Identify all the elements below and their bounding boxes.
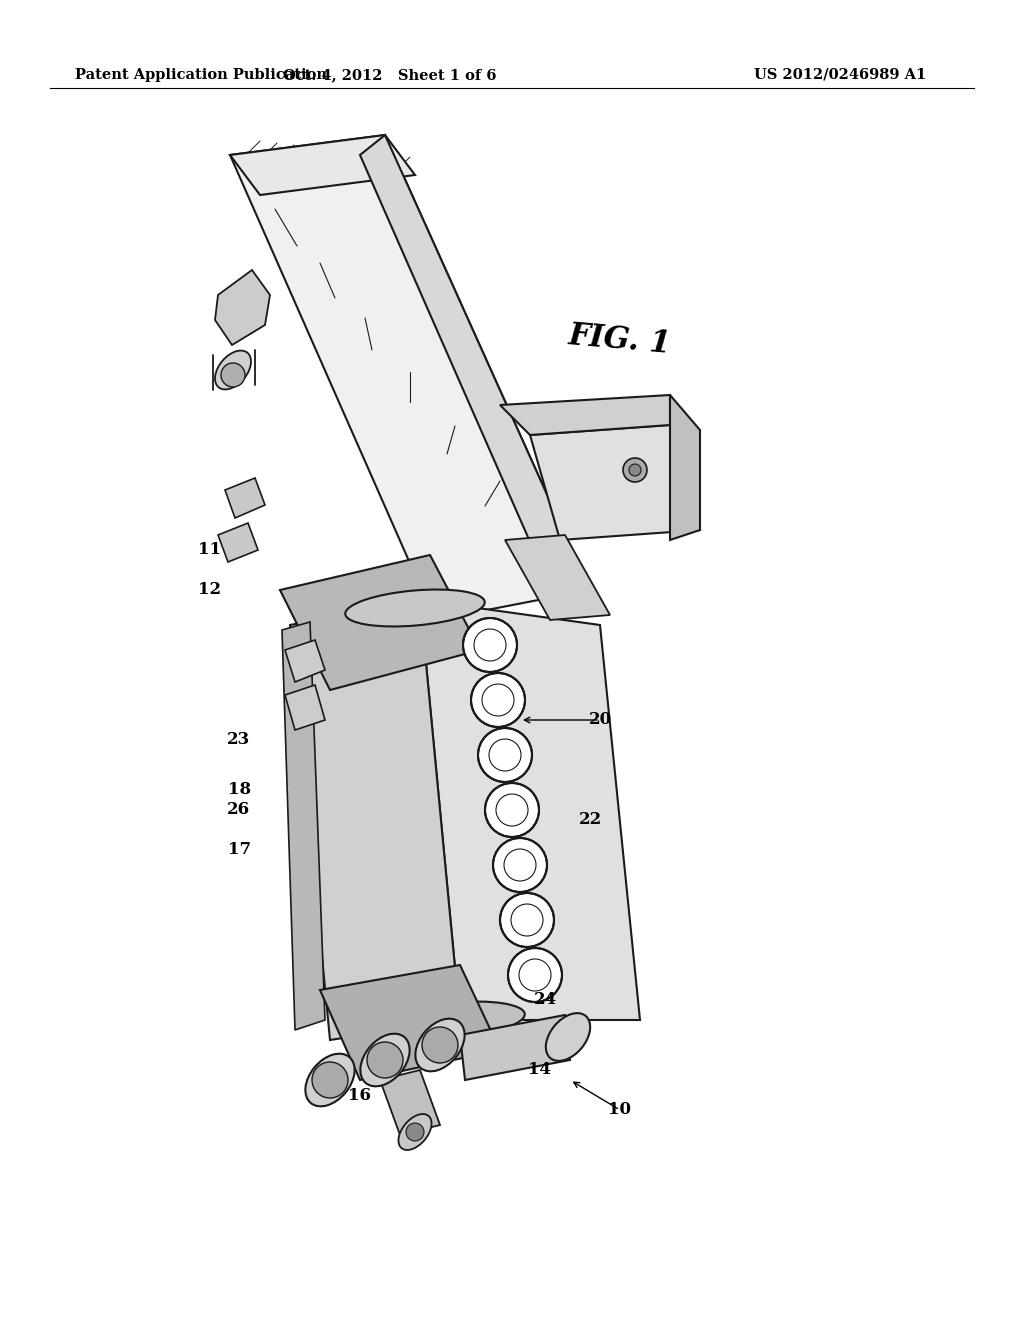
Polygon shape bbox=[505, 535, 610, 620]
Circle shape bbox=[221, 363, 245, 387]
Text: 16: 16 bbox=[348, 1086, 372, 1104]
Circle shape bbox=[312, 1063, 348, 1098]
Polygon shape bbox=[230, 135, 415, 195]
Polygon shape bbox=[215, 271, 270, 345]
Text: 18: 18 bbox=[228, 781, 252, 799]
Polygon shape bbox=[500, 395, 670, 436]
Polygon shape bbox=[319, 965, 500, 1080]
Polygon shape bbox=[280, 554, 480, 690]
Polygon shape bbox=[285, 640, 325, 682]
Text: Oct. 4, 2012   Sheet 1 of 6: Oct. 4, 2012 Sheet 1 of 6 bbox=[284, 69, 497, 82]
Ellipse shape bbox=[385, 1002, 524, 1039]
Circle shape bbox=[508, 948, 562, 1002]
Circle shape bbox=[422, 1027, 458, 1063]
Text: 23: 23 bbox=[226, 731, 250, 748]
Ellipse shape bbox=[416, 1019, 465, 1072]
Ellipse shape bbox=[345, 590, 484, 627]
Ellipse shape bbox=[215, 351, 251, 389]
Circle shape bbox=[367, 1041, 403, 1078]
Circle shape bbox=[500, 894, 554, 946]
Text: Patent Application Publication: Patent Application Publication bbox=[75, 69, 327, 82]
Polygon shape bbox=[380, 1071, 440, 1135]
Circle shape bbox=[406, 1123, 424, 1140]
Polygon shape bbox=[670, 395, 700, 540]
Polygon shape bbox=[460, 1015, 570, 1080]
Polygon shape bbox=[530, 425, 700, 540]
Ellipse shape bbox=[305, 1053, 354, 1106]
Text: 12: 12 bbox=[199, 582, 221, 598]
Text: 11: 11 bbox=[199, 541, 221, 558]
Text: 14: 14 bbox=[528, 1061, 552, 1078]
Polygon shape bbox=[420, 601, 640, 1020]
Text: 10: 10 bbox=[608, 1101, 632, 1118]
Polygon shape bbox=[285, 685, 325, 730]
Polygon shape bbox=[230, 135, 590, 620]
Text: FIG. 1: FIG. 1 bbox=[567, 319, 673, 360]
Ellipse shape bbox=[546, 1014, 590, 1061]
Circle shape bbox=[471, 673, 525, 727]
Text: 20: 20 bbox=[589, 711, 611, 729]
Circle shape bbox=[463, 618, 517, 672]
Text: 26: 26 bbox=[226, 801, 250, 818]
Circle shape bbox=[478, 729, 532, 781]
Circle shape bbox=[493, 838, 547, 892]
Circle shape bbox=[623, 458, 647, 482]
Circle shape bbox=[629, 465, 641, 477]
Ellipse shape bbox=[398, 1114, 431, 1150]
Circle shape bbox=[485, 783, 539, 837]
Polygon shape bbox=[218, 523, 258, 562]
Polygon shape bbox=[360, 135, 590, 610]
Text: 22: 22 bbox=[579, 812, 602, 829]
Text: 17: 17 bbox=[228, 842, 252, 858]
Text: 24: 24 bbox=[534, 991, 557, 1008]
Text: US 2012/0246989 A1: US 2012/0246989 A1 bbox=[754, 69, 926, 82]
Polygon shape bbox=[225, 478, 265, 517]
Ellipse shape bbox=[360, 1034, 410, 1086]
Polygon shape bbox=[290, 601, 460, 1040]
Polygon shape bbox=[282, 622, 325, 1030]
